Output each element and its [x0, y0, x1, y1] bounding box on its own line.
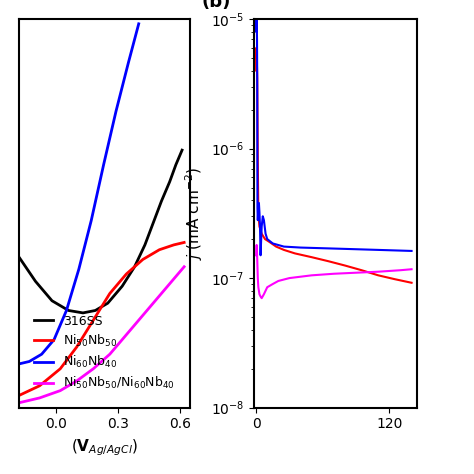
Legend: 316SS, Ni$_{50}$Nb$_{50}$, Ni$_{60}$Nb$_{40}$, Ni$_{50}$Nb$_{50}$/Ni$_{60}$Nb$_{: 316SS, Ni$_{50}$Nb$_{50}$, Ni$_{60}$Nb$_… — [32, 312, 177, 393]
Text: (b): (b) — [201, 0, 231, 11]
X-axis label: $(\mathbf{V}_{Ag/AgCl})$: $(\mathbf{V}_{Ag/AgCl})$ — [71, 437, 138, 457]
Y-axis label: $j$ (mA cm$^{-2}$): $j$ (mA cm$^{-2}$) — [183, 167, 205, 260]
